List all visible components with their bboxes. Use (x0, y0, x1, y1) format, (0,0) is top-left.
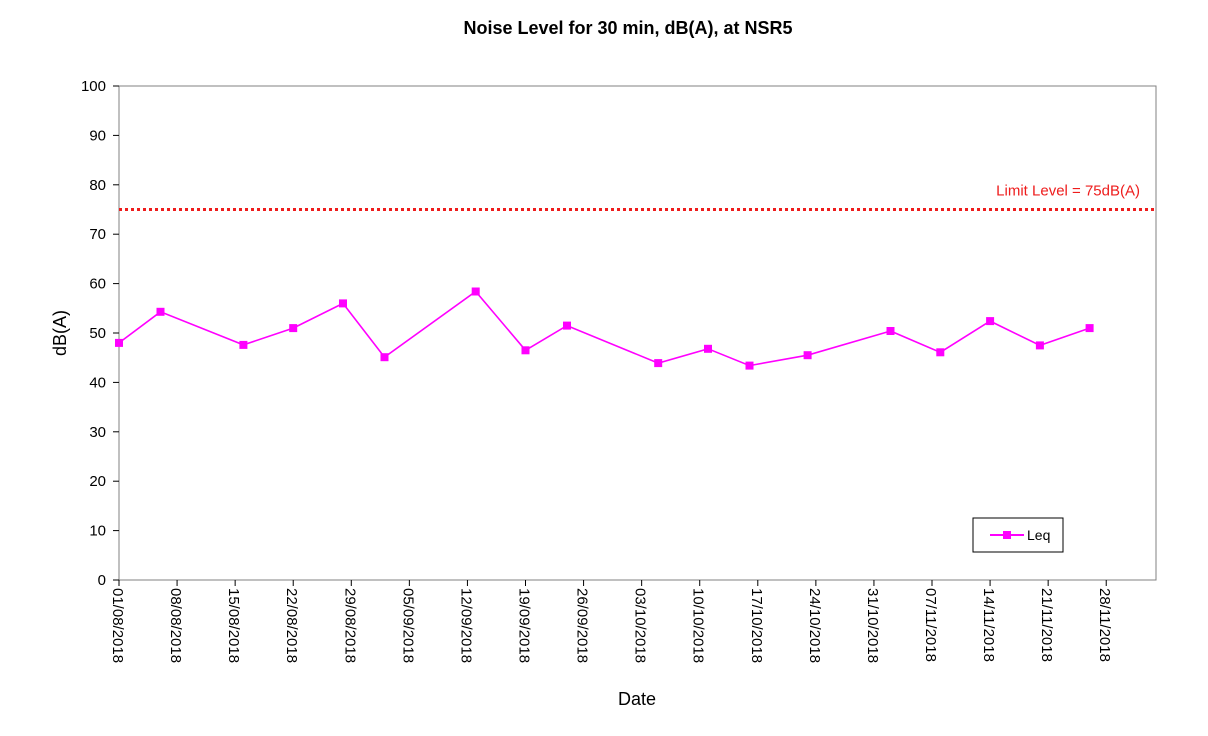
series-group (115, 287, 1094, 370)
data-point (886, 327, 895, 335)
y-axis-label: dB(A) (50, 310, 70, 356)
data-point (654, 359, 663, 368)
x-tick-label: 19/09/2018 (516, 588, 533, 663)
limit-label: Limit Level = 75dB(A) (996, 183, 1140, 200)
y-tick-label: 20 (89, 473, 106, 490)
x-tick-label: 12/09/2018 (457, 588, 474, 663)
data-point (563, 321, 571, 330)
y-tick-label: 40 (89, 374, 106, 391)
x-tick-label: 10/10/2018 (690, 588, 707, 663)
x-tick-label: 07/11/2018 (922, 588, 939, 662)
y-tick-label: 10 (89, 523, 106, 540)
data-point (521, 346, 530, 355)
x-axis: 01/08/2018 08/08/2018 15/08/2018 22/08/2018… (109, 580, 1113, 663)
x-tick-label: 28/11/2018 (1096, 588, 1113, 662)
data-point (339, 299, 347, 308)
data-point (1085, 324, 1094, 333)
series-line (118, 290, 1090, 367)
legend: Leq (972, 517, 1064, 553)
y-tick-label: 100 (81, 78, 106, 95)
x-tick-label: 29/08/2018 (341, 588, 358, 663)
y-tick-label: 60 (89, 276, 106, 293)
limit-level: Limit Level = 75dB(A) (119, 183, 1156, 211)
data-point (936, 348, 945, 357)
data-point (471, 287, 480, 296)
x-tick-label: 22/08/2018 (283, 588, 300, 663)
x-tick-label: 26/09/2018 (574, 588, 591, 663)
x-tick-label: 21/11/2018 (1038, 588, 1055, 662)
data-point (803, 351, 812, 360)
plot-area (118, 85, 1157, 581)
data-point (1035, 341, 1044, 350)
y-tick-label: 80 (89, 177, 106, 194)
y-tick-label: 50 (89, 325, 106, 342)
data-point (704, 344, 712, 353)
data-point (289, 324, 298, 333)
chart-title: Noise Level for 30 min, dB(A), at NSR5 (463, 18, 792, 38)
y-tick-label: 90 (89, 127, 106, 144)
x-tick-label: 24/10/2018 (806, 588, 823, 663)
legend-marker (1003, 531, 1011, 539)
data-point (156, 307, 165, 316)
x-tick-label: 14/11/2018 (980, 588, 997, 662)
x-tick-label: 01/08/2018 (109, 588, 126, 663)
x-tick-label: 03/10/2018 (632, 588, 649, 663)
legend-label: Leq (1027, 527, 1050, 543)
x-tick-label: 15/08/2018 (225, 588, 242, 663)
y-axis: 0 10 20 30 40 50 60 70 80 90 100 (81, 78, 119, 589)
data-point (115, 338, 123, 347)
y-tick-label: 0 (98, 572, 106, 589)
x-tick-label: 31/10/2018 (864, 588, 881, 663)
data-point (745, 361, 754, 370)
y-tick-label: 70 (89, 226, 106, 243)
x-tick-label: 05/09/2018 (399, 588, 416, 663)
data-point (239, 340, 248, 349)
data-point (380, 353, 389, 362)
x-axis-label: Date (618, 689, 656, 709)
x-tick-label: 17/10/2018 (748, 588, 765, 663)
data-point (986, 317, 995, 326)
x-tick-label: 08/08/2018 (167, 588, 184, 663)
y-tick-label: 30 (89, 424, 106, 441)
